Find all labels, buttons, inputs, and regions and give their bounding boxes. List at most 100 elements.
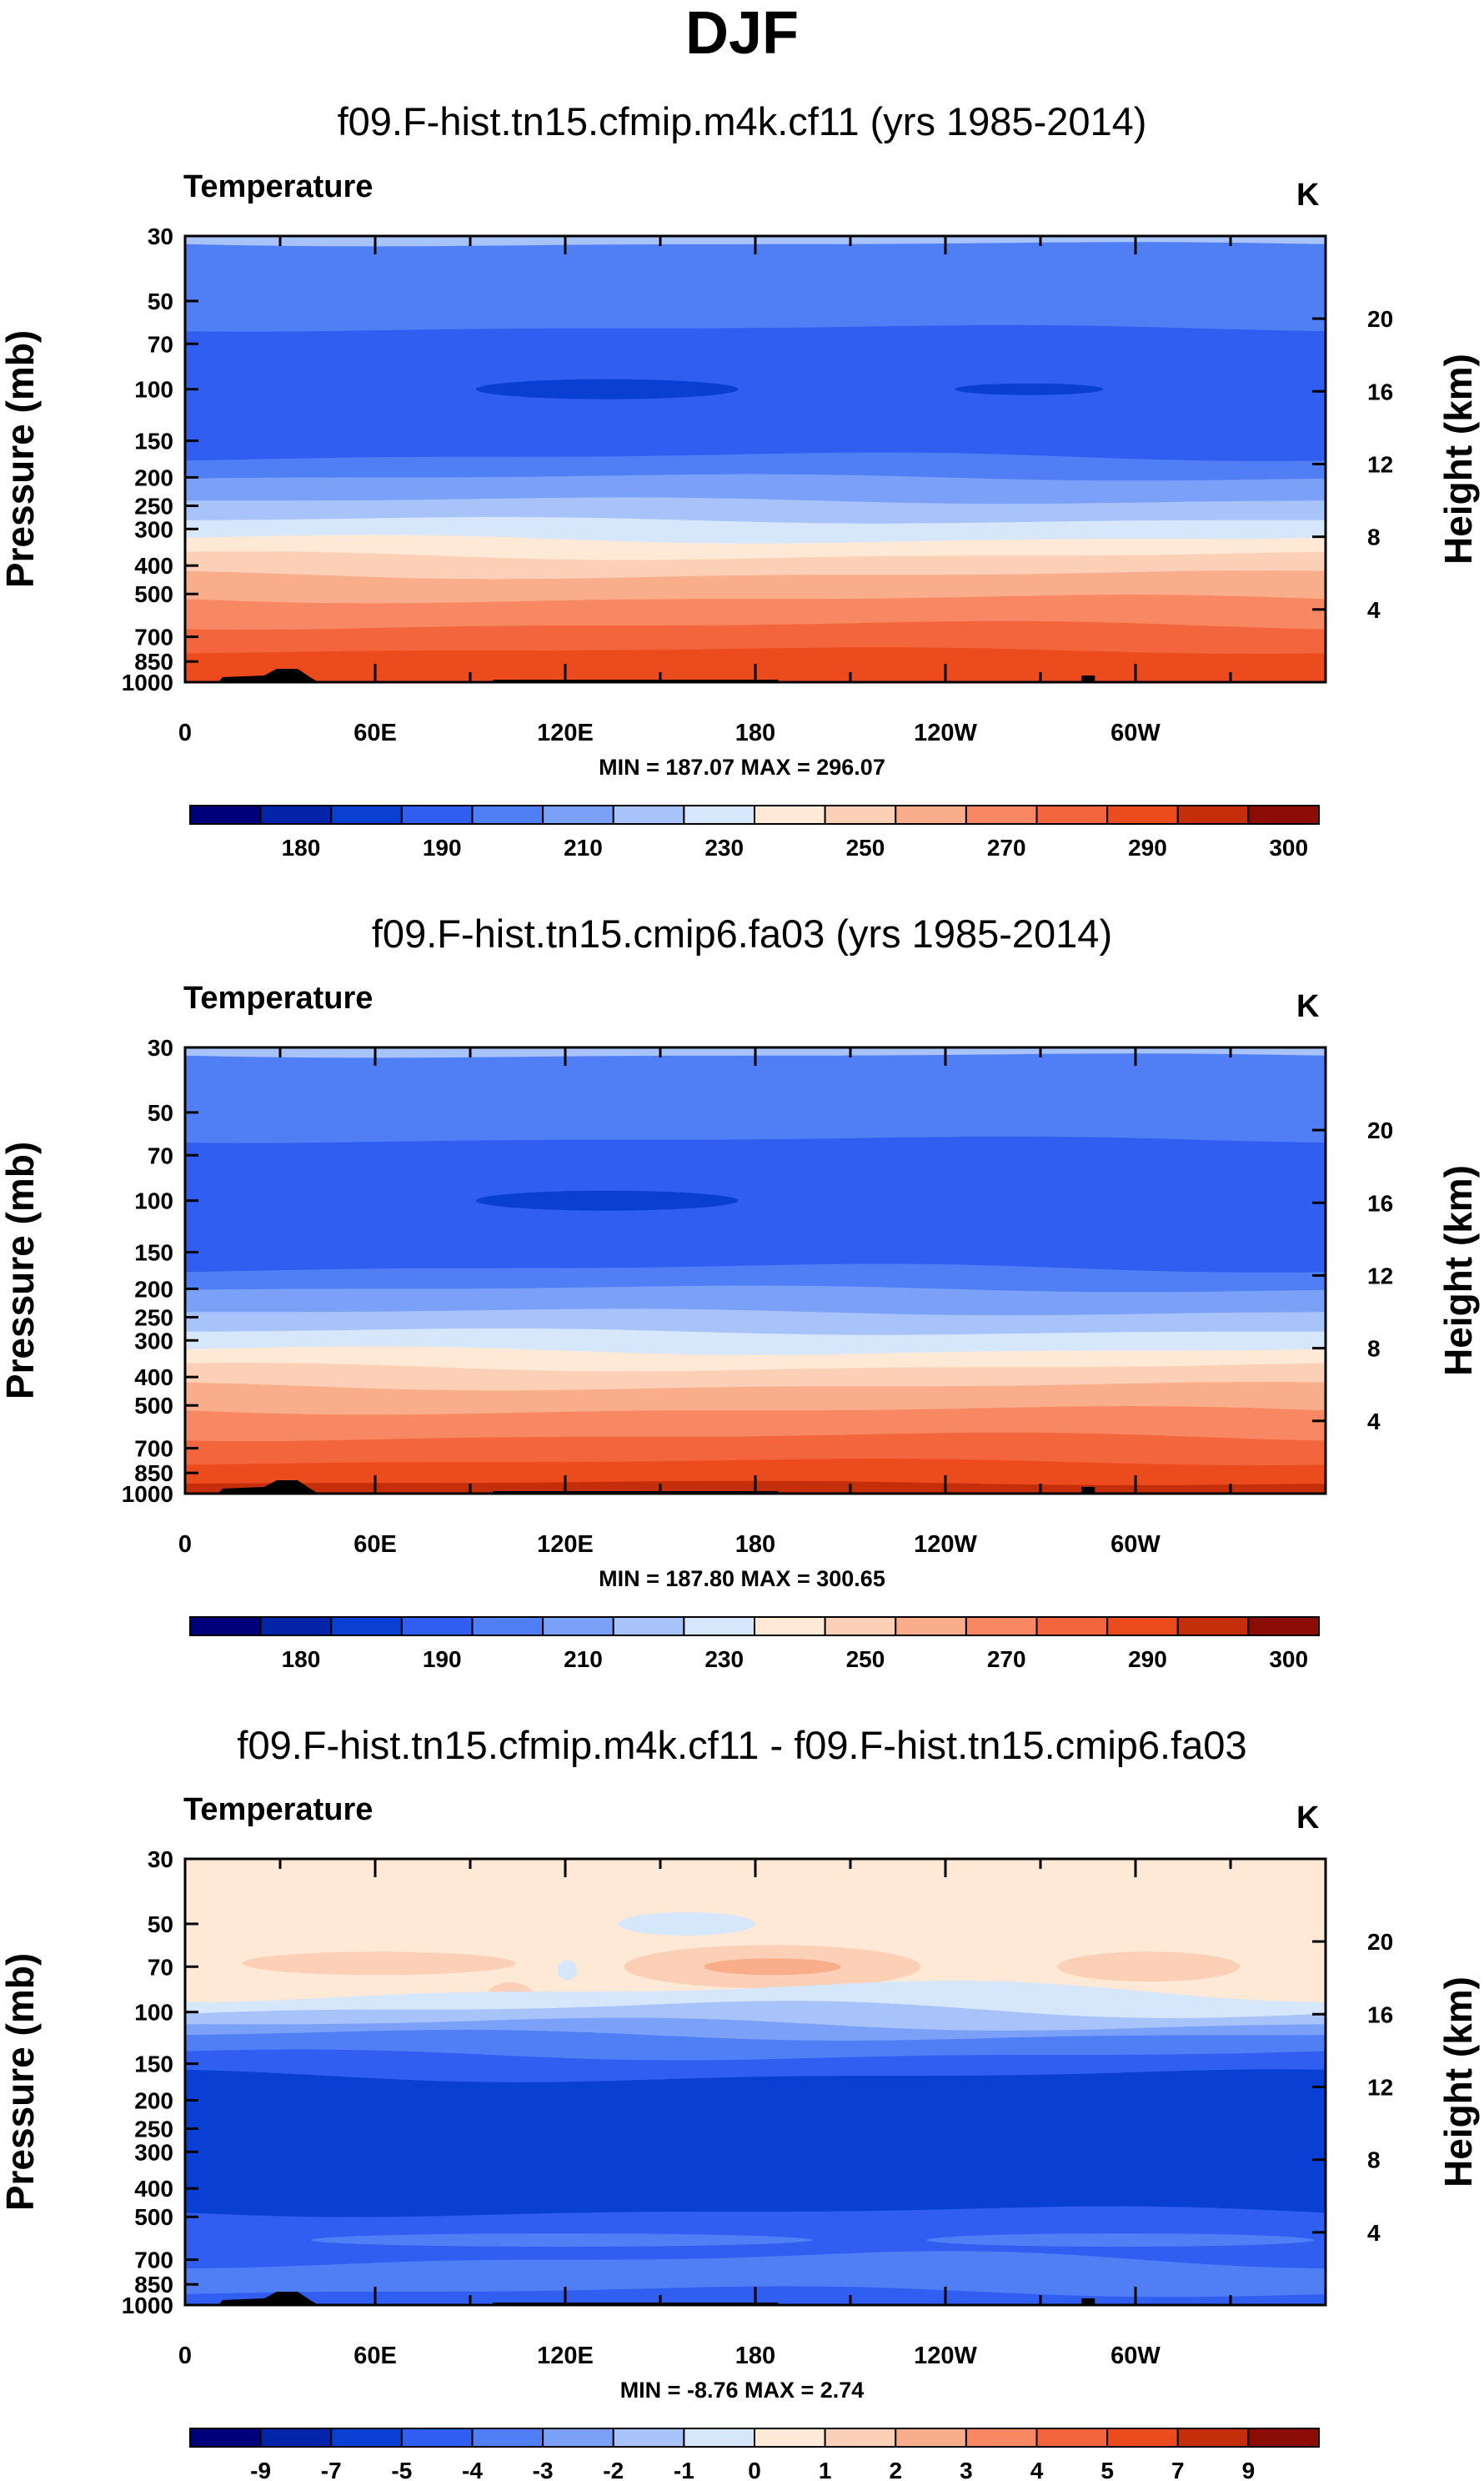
panel-3-minmax: MIN = -8.76 MAX = 2.74 <box>619 2378 865 2403</box>
panel-2-ytick-label-500: 500 <box>134 1393 173 1419</box>
panel-3-colorbar-swatch-7 <box>683 2428 755 2448</box>
panel-1-ytick-right-label-16: 16 <box>1367 379 1393 404</box>
panel-2-ytick-label-200: 200 <box>134 1276 173 1302</box>
panel-1-colorbar-swatch-2 <box>330 805 403 825</box>
panel-2-colorbar-label-250: 250 <box>846 1646 885 1672</box>
panel-3-xtick-label-180: 180 <box>735 2343 775 2369</box>
panel-2-ytick-right-label-4: 4 <box>1367 1409 1381 1434</box>
panel-3-ytick-label-200: 200 <box>134 2087 173 2113</box>
panel-1-xtick-label-180: 180 <box>735 720 775 746</box>
panel-3-ytick-right-label-12: 12 <box>1367 2074 1393 2100</box>
panel-2-xtick-label-60E: 60E <box>353 1531 397 1558</box>
panel-1-ytick-label-850: 850 <box>134 649 173 675</box>
panel-1-xtick-label-0: 0 <box>178 720 192 746</box>
panel-1-ytick-label-100: 100 <box>134 377 173 403</box>
panel-2-colorbar-swatch-14 <box>1176 1616 1250 1636</box>
panel-1-colorbar-label-190: 190 <box>423 835 462 861</box>
panel-3-ytick-label-70: 70 <box>148 1954 173 1980</box>
panel-3-colorbar-label-3: 3 <box>960 2458 973 2481</box>
panel-2-colorbar-swatch-10 <box>895 1616 967 1636</box>
panel-2-colorbar-swatch-4 <box>471 1616 544 1636</box>
panel-3-colorbar-label-7: 7 <box>1171 2458 1185 2481</box>
panel-2-ytick-label-400: 400 <box>134 1364 173 1390</box>
panel-2-ytick-label-150: 150 <box>134 1240 173 1266</box>
panel-2-colorbar-label-290: 290 <box>1128 1646 1167 1672</box>
panel-3-ytick-label-1000: 1000 <box>122 2293 173 2318</box>
panel-3-colorbar-swatch-13 <box>1106 2428 1179 2448</box>
panel-1-units: K <box>1296 178 1320 213</box>
panel-3-colorbar-label--5: -5 <box>391 2458 412 2481</box>
panel-3-ytick-right-label-8: 8 <box>1367 2147 1381 2173</box>
panel-1-ytick-label-150: 150 <box>134 429 173 455</box>
panel-2-colorbar-label-210: 210 <box>564 1646 603 1672</box>
panel-1-colorbar-swatch-14 <box>1176 805 1250 825</box>
panel-3-colorbar-swatch-6 <box>612 2428 685 2448</box>
panel-2-ytick-label-700: 700 <box>134 1436 173 1462</box>
panel-3-colorbar-label-0: 0 <box>748 2458 761 2481</box>
panel-2-colorbar-swatch-9 <box>824 1616 897 1636</box>
panel-2-xtick-label-120W: 120W <box>914 1531 977 1558</box>
panel-1-ytick-label-50: 50 <box>148 289 173 314</box>
panel-3-colorbar-swatch-9 <box>824 2428 897 2448</box>
panel-3-streak-2 <box>926 2233 1315 2247</box>
panel-1-ytick-label-300: 300 <box>134 516 173 542</box>
panel-3-ytick-label-500: 500 <box>134 2204 173 2230</box>
panel-2-ytick-label-70: 70 <box>148 1143 173 1168</box>
panel-1-title: f09.F-hist.tn15.cfmip.m4k.cf11 (yrs 1985… <box>337 99 1147 143</box>
panel-3-ytick-right-label-16: 16 <box>1367 2001 1393 2027</box>
panel-3-colorbar-swatch-14 <box>1176 2428 1250 2448</box>
panel-3-terrain-1 <box>218 2292 318 2305</box>
panel-3-colorbar-label-4: 4 <box>1030 2458 1044 2481</box>
panel-3-colorbar-label-2: 2 <box>889 2458 902 2481</box>
panel-3-colorbar-label--9: -9 <box>250 2458 271 2481</box>
panel-2-colorbar-label-270: 270 <box>987 1646 1026 1672</box>
panel-3-title: f09.F-hist.tn15.cfmip.m4k.cf11 - f09.F-h… <box>237 1723 1247 1767</box>
panel-1-ytick-right-label-4: 4 <box>1367 597 1381 623</box>
panel-1-terrain-2 <box>1081 675 1095 682</box>
panel-3-colorbar-label--1: -1 <box>674 2458 694 2481</box>
panel-2-colorbar-swatch-15 <box>1247 1616 1320 1636</box>
panel-2-xtick-label-180: 180 <box>735 1531 775 1558</box>
panel-3-ytick-label-300: 300 <box>134 2139 173 2165</box>
main-title: DJF <box>684 0 800 67</box>
panel-1-colorbar-label-230: 230 <box>704 835 744 861</box>
panel-1-colorbar-swatch-10 <box>895 805 967 825</box>
panel-3-colorbar-swatch-4 <box>471 2428 544 2448</box>
panel-3-colorbar-swatch-0 <box>189 2428 262 2448</box>
panel-1-colorbar-swatch-3 <box>400 805 474 825</box>
panel-2-colorbar-label-180: 180 <box>282 1646 321 1672</box>
panel-3-colorbar-label-5: 5 <box>1100 2458 1114 2481</box>
panel-1-ytick-label-500: 500 <box>134 581 173 607</box>
panel-2-colorbar-swatch-3 <box>400 1616 474 1636</box>
panel-3-colorbar-swatch-5 <box>542 2428 614 2448</box>
panel-2-ytick-label-300: 300 <box>134 1328 173 1354</box>
panel-1-colorbar-label-270: 270 <box>987 835 1026 861</box>
panel-1-ytick-label-700: 700 <box>134 625 173 650</box>
panel-2-cold-core-1 <box>475 1190 739 1211</box>
panel-2-ytick-right-label-8: 8 <box>1367 1336 1381 1362</box>
panel-1-ytick-right-label-8: 8 <box>1367 525 1381 550</box>
panel-2-colorbar-swatch-5 <box>542 1616 614 1636</box>
panel-1-cold-core-2 <box>955 383 1104 395</box>
panel-2-colorbar-swatch-0 <box>189 1616 262 1636</box>
panel-2-colorbar-swatch-12 <box>1035 1616 1109 1636</box>
panel-2-ylabel: Pressure (mb) <box>0 1142 42 1399</box>
panel-2-colorbar-swatch-11 <box>965 1616 1038 1636</box>
panel-1-colorbar-swatch-7 <box>683 805 755 825</box>
panel-3-colorbar-swatch-15 <box>1247 2428 1320 2448</box>
panel-1-ytick-right-label-12: 12 <box>1367 451 1393 477</box>
panel-2-colorbar-swatch-13 <box>1106 1616 1179 1636</box>
panel-3-units: K <box>1296 1800 1320 1836</box>
panel-2-colorbar-swatch-7 <box>683 1616 755 1636</box>
panel-2-ytick-right-label-20: 20 <box>1367 1117 1393 1143</box>
panel-3-ytick-label-30: 30 <box>148 1846 173 1872</box>
panel-2-colorbar-swatch-6 <box>612 1616 685 1636</box>
panel-3-colorbar-label--3: -3 <box>533 2458 554 2481</box>
panel-3-ytick-right-label-4: 4 <box>1367 2220 1381 2246</box>
panel-2-ytick-label-250: 250 <box>134 1304 173 1330</box>
panel-3-ytick-label-150: 150 <box>134 2052 173 2077</box>
panel-3-colorbar-swatch-3 <box>400 2428 474 2448</box>
panel-1-colorbar-swatch-0 <box>189 805 262 825</box>
panel-1-colorbar-swatch-11 <box>965 805 1038 825</box>
panel-3-ylabel: Pressure (mb) <box>0 1953 42 2211</box>
